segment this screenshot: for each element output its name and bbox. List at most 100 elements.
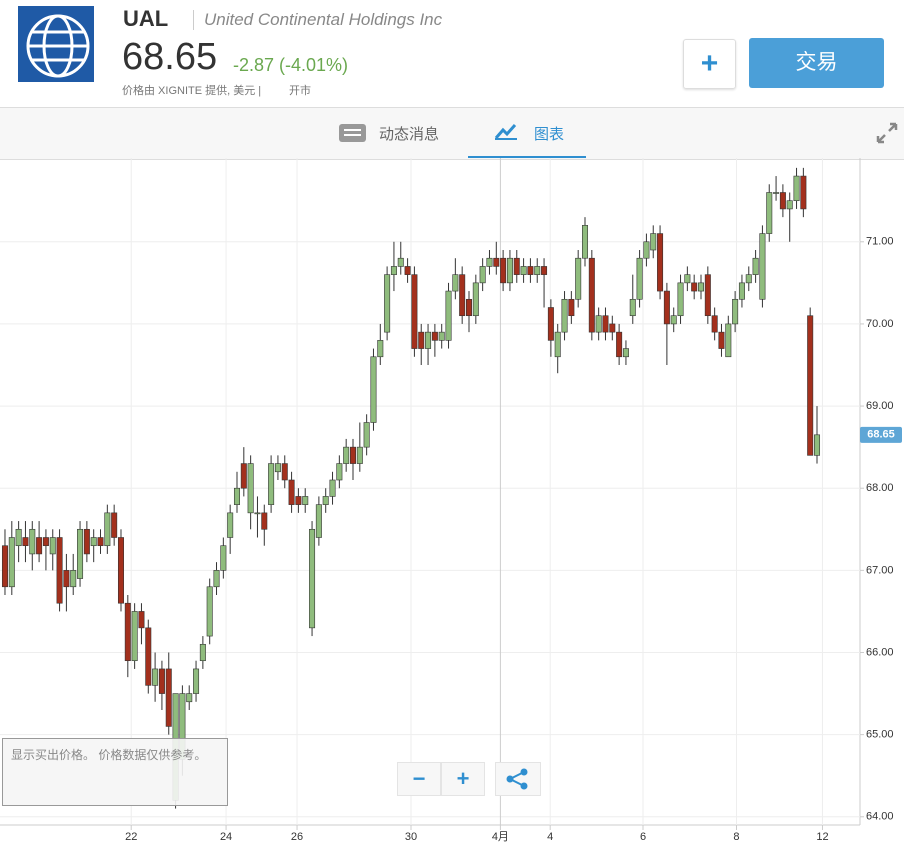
candle-body (295, 496, 302, 505)
candle-body (247, 463, 254, 514)
candle-body (513, 257, 520, 275)
candle-body (158, 668, 165, 694)
candle-body (677, 282, 684, 317)
candle-body (698, 282, 705, 292)
candle-body (718, 331, 725, 349)
price: 68.65 (122, 36, 218, 78)
last-price-label: 68.65 (867, 429, 895, 441)
candle-body (56, 537, 63, 604)
ticker: UAL (123, 6, 169, 31)
x-tick-label: 22 (125, 831, 137, 843)
y-tick-label: 66.00 (866, 646, 894, 658)
candle-body (70, 570, 77, 588)
company-name: United Continental Holdings Inc (193, 10, 442, 30)
candle-body (554, 331, 561, 358)
trade-button[interactable]: 交易 (749, 38, 884, 88)
candle-body (773, 192, 780, 194)
y-tick-label: 71.00 (866, 236, 894, 248)
expand-icon[interactable] (876, 122, 898, 144)
candle-body (500, 257, 507, 284)
zoom-out[interactable]: − (397, 762, 441, 796)
candle-body (36, 537, 43, 555)
candle-body (377, 340, 384, 358)
x-tick-label: 30 (405, 831, 417, 843)
logo (18, 6, 94, 82)
candle-body (486, 257, 493, 267)
candle-body (77, 528, 84, 579)
candle-body (336, 463, 343, 481)
candle-body (131, 611, 138, 662)
candle-body (547, 307, 554, 341)
candle-body (738, 282, 745, 300)
candle-body (575, 257, 582, 300)
add-button[interactable]: + (683, 39, 736, 89)
candle-body (465, 298, 472, 317)
candle-body (397, 257, 404, 267)
candle-body (281, 463, 288, 481)
candle-body (622, 348, 629, 358)
zoom-in[interactable]: + (441, 762, 485, 796)
candle-body (152, 668, 159, 686)
candle-body (165, 668, 172, 727)
share-button[interactable] (495, 762, 541, 796)
candle-body (261, 512, 268, 530)
candle-body (459, 274, 466, 317)
candle-body (83, 528, 90, 555)
candle-body (759, 233, 766, 300)
candle-body (315, 504, 322, 538)
candle-body (370, 356, 377, 423)
candle-body (220, 545, 227, 571)
y-tick-label: 67.00 (866, 564, 894, 576)
tab[interactable]: 动态消息 (379, 126, 440, 143)
candle-body (104, 512, 111, 547)
candle-body (322, 496, 329, 505)
candle-body (438, 331, 445, 341)
candle-body (63, 570, 70, 588)
candle-body (1, 545, 8, 588)
candle-body (240, 463, 247, 489)
y-tick-label: 64.00 (866, 811, 894, 823)
candle-body (725, 323, 732, 358)
candle-body (124, 602, 131, 662)
candle-body (302, 496, 309, 505)
candle-body (629, 298, 636, 317)
candle-body (431, 331, 438, 341)
candle-body (534, 266, 541, 275)
candle-body (411, 274, 418, 349)
market-status: 开市 (289, 85, 311, 97)
candle-body (390, 266, 397, 275)
candle-body (779, 192, 786, 210)
candle-body (8, 537, 15, 588)
candle-body (15, 528, 22, 547)
candle-body (199, 643, 206, 662)
candle-body (49, 537, 56, 555)
candle-body (711, 315, 718, 333)
candle-body (527, 266, 534, 275)
candle-body (404, 266, 411, 275)
x-tick-label: 4月 (492, 831, 509, 843)
candle-body (356, 446, 363, 464)
tab[interactable]: 图表 (534, 126, 565, 143)
candle-body (349, 446, 356, 464)
candle-body (745, 274, 752, 284)
candle-body (506, 257, 513, 284)
candle-body (452, 274, 459, 292)
candle-body (793, 175, 800, 202)
candle-body (766, 192, 773, 234)
candle-body (22, 537, 29, 547)
candle-body (233, 487, 240, 505)
x-tick-label: 4 (547, 831, 553, 843)
price-source: 价格由 XIGNITE 提供, 美元 | (122, 85, 262, 97)
candle-body (145, 627, 152, 686)
candle-body (42, 537, 49, 547)
candle-body (418, 331, 425, 349)
candle-body (479, 266, 486, 284)
candle-body (274, 463, 281, 473)
candle-body (800, 175, 807, 210)
candle-body (670, 315, 677, 325)
y-tick-label: 69.00 (866, 400, 894, 412)
x-tick-label: 8 (733, 831, 739, 843)
candle-body (663, 290, 670, 325)
candle-body (97, 537, 104, 547)
